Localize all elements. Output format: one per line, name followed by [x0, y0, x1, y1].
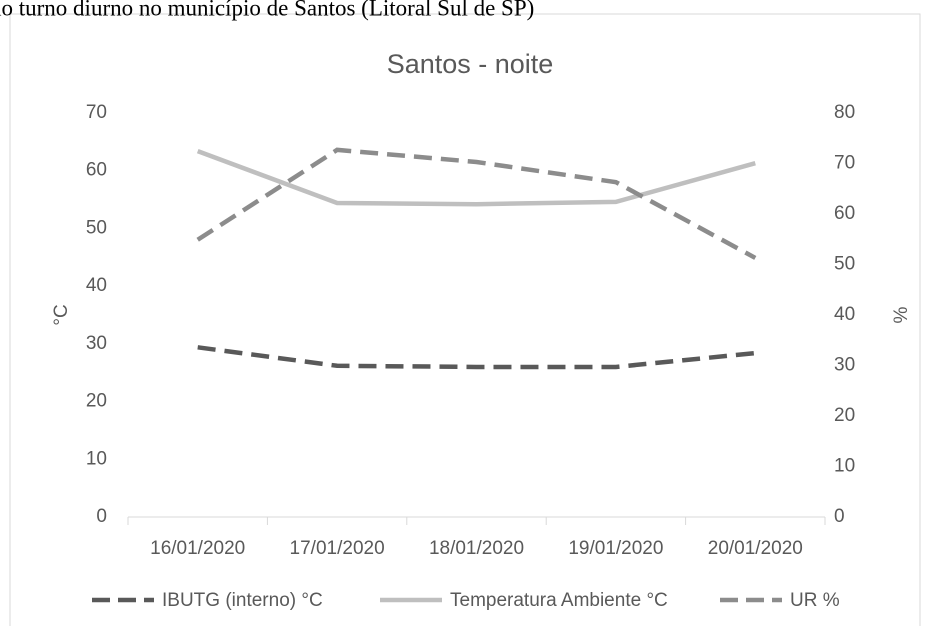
- x-tick-label: 20/01/2020: [708, 538, 803, 559]
- x-tick-label: 16/01/2020: [150, 538, 245, 559]
- y2-tick-label: 50: [834, 254, 855, 275]
- y-tick-label: 40: [86, 275, 107, 296]
- series-line: [197, 345, 756, 370]
- y2-tick-label: 0: [834, 506, 845, 527]
- chart-title: Santos - noite: [387, 49, 554, 79]
- y2-tick-label: 60: [834, 203, 855, 224]
- y-tick-label: 50: [86, 217, 107, 238]
- y-tick-label: 10: [86, 448, 107, 469]
- y2-tick-label: 20: [834, 405, 855, 426]
- x-tick-label: 19/01/2020: [568, 538, 663, 559]
- y-tick-label: 0: [96, 506, 107, 527]
- y2-tick-label: 40: [834, 304, 855, 325]
- y-axis-label: °C: [51, 304, 72, 325]
- series-line: [196, 147, 757, 260]
- y-tick-label: 20: [86, 391, 107, 412]
- x-tick-label: 17/01/2020: [290, 538, 385, 559]
- y-tick-label: 30: [86, 333, 107, 354]
- page-caption: no turno diurno no município de Santos (…: [0, 0, 534, 20]
- y2-tick-label: 10: [834, 456, 855, 477]
- y2-tick-label: 70: [834, 153, 855, 174]
- y-tick-label: 70: [86, 102, 107, 123]
- y2-tick-label: 30: [834, 355, 855, 376]
- series-line: [196, 148, 756, 207]
- chart-border: [9, 13, 921, 631]
- legend-label: UR %: [790, 590, 840, 611]
- legend-label: Temperatura Ambiente °C: [450, 590, 668, 611]
- y-tick-label: 60: [86, 160, 107, 181]
- legend-label: IBUTG (interno) °C: [162, 590, 323, 611]
- y2-tick-label: 80: [834, 102, 855, 123]
- y2-axis-label: %: [891, 306, 912, 323]
- x-tick-label: 18/01/2020: [429, 538, 524, 559]
